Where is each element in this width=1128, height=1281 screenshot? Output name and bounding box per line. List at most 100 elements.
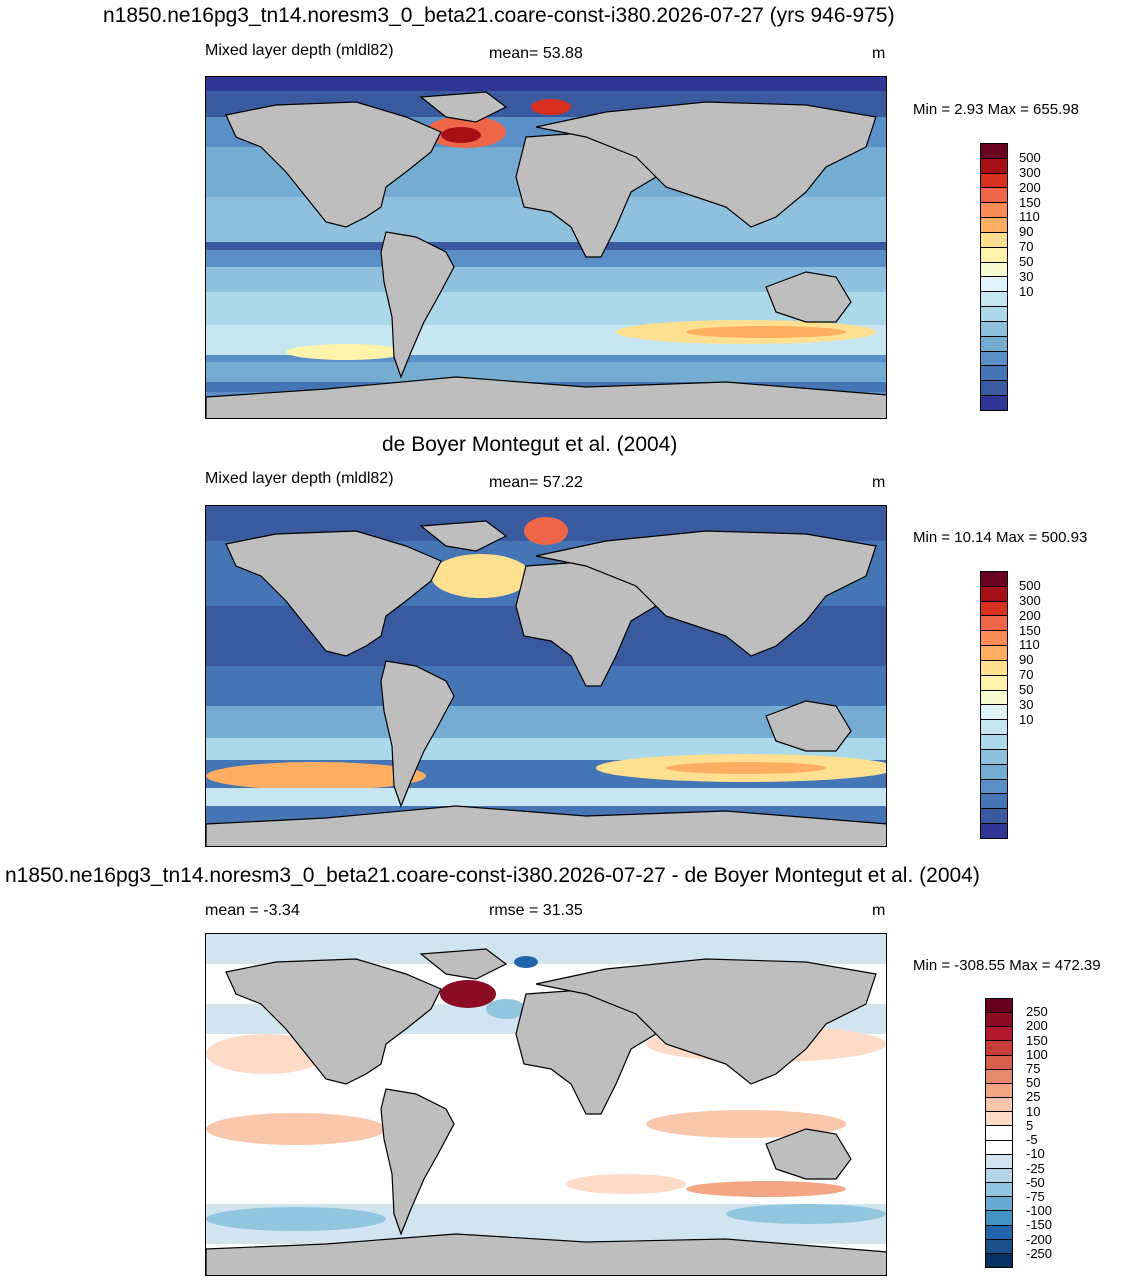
colorbar-swatch [986,1083,1012,1099]
panel3-mean-label: mean = -3.34 [205,902,300,919]
colorbar-swatch [981,262,1007,278]
colorbar-swatch [981,336,1007,352]
colorbar-tick-label: 25 [1026,1089,1041,1105]
panel2-mean-label: mean= 57.22 [489,474,583,491]
panel3-units-label: m [872,902,886,919]
colorbar-swatch [986,1112,1012,1127]
colorbar-swatch [981,218,1007,233]
colorbar-tick-label: 10 [1026,1103,1041,1119]
panel1-units-label: m [872,45,886,62]
colorbar-tick-label: 5 [1026,1117,1034,1133]
colorbar-swatch [981,292,1007,308]
colorbar-swatch [981,616,1007,632]
colorbar-tick-label: 100 [1026,1046,1048,1062]
panel3-rmse-label: rmse = 31.35 [489,902,583,919]
colorbar-tick-label: -5 [1026,1132,1038,1148]
colorbar-swatch [981,277,1007,293]
colorbar-swatch [986,1140,1012,1155]
panel1-minmax-label: Min = 2.93 Max = 655.98 [913,101,1079,118]
colorbar-tick-label: 50 [1019,254,1034,270]
colorbar-tick-label: 200 [1026,1018,1048,1034]
colorbar-swatch [981,351,1007,367]
colorbar-swatch [986,1168,1012,1184]
colorbar-swatch [981,749,1007,765]
colorbar-tick-label: 50 [1026,1075,1041,1091]
colorbar-swatch [986,1253,1012,1267]
colorbar-tick-label: -75 [1026,1188,1045,1204]
colorbar-swatch [981,824,1007,838]
panel2-units-label: m [872,474,886,491]
colorbar-swatch [981,720,1007,736]
colorbar-swatch [981,705,1007,721]
colorbar-swatch [986,1239,1012,1254]
colorbar-swatch [981,247,1007,263]
colorbar-swatch [981,144,1007,159]
colorbar-swatch [981,173,1007,189]
colorbar-tick-label: 500 [1019,149,1041,165]
colorbar-tick-label: 90 [1019,652,1034,668]
colorbar-swatch [981,396,1007,410]
panel1-map [205,76,887,419]
colorbar-tick-label: 30 [1019,269,1034,284]
colorbar-swatch [986,1211,1012,1226]
colorbar-swatch [986,1098,1012,1113]
colorbar-tick-label: -10 [1026,1146,1045,1162]
colorbar-swatch [981,188,1007,204]
colorbar-swatch [986,1126,1012,1141]
colorbar-tick-label: 110 [1019,637,1040,653]
colorbar-tick-label: -100 [1026,1203,1053,1219]
colorbar-swatch [986,1069,1012,1084]
colorbar-swatch [981,203,1007,219]
colorbar-tick-label: 150 [1026,1032,1048,1048]
panel1-title: n1850.ne16pg3_tn14.noresm3_0_beta21.coar… [103,4,895,27]
panel2-title: de Boyer Montegut et al. (2004) [382,433,678,456]
colorbar-swatch [986,1183,1012,1198]
colorbar-swatch [981,675,1007,691]
colorbar-tick-label: 10 [1019,283,1034,299]
colorbar-swatch [981,307,1007,322]
colorbar-tick-label: 50 [1019,682,1034,698]
colorbar-tick-label: 300 [1019,592,1041,608]
panel3-colorbar [985,998,1013,1268]
colorbar-tick-label: -150 [1026,1217,1053,1233]
colorbar-swatch [986,1154,1012,1169]
colorbar-tick-label: 150 [1019,194,1041,210]
colorbar-swatch [986,1225,1012,1240]
colorbar-tick-label: -25 [1026,1160,1045,1176]
panel1-mean-label: mean= 53.88 [489,45,583,62]
colorbar-swatch [981,572,1007,587]
colorbar-tick-label: 150 [1019,622,1041,638]
colorbar-swatch [981,779,1007,795]
colorbar-swatch [981,321,1007,337]
colorbar-swatch [981,690,1007,706]
colorbar-swatch [981,631,1007,647]
colorbar-swatch [981,809,1007,825]
colorbar-tick-label: 300 [1019,164,1041,180]
colorbar-swatch [986,1041,1012,1056]
colorbar-swatch [986,999,1012,1014]
colorbar-tick-label: -50 [1026,1174,1045,1190]
colorbar-tick-label: 30 [1019,697,1034,712]
colorbar-tick-label: -250 [1026,1245,1053,1261]
colorbar-tick-label: 10 [1019,711,1034,727]
colorbar-tick-label: 200 [1019,607,1041,623]
colorbar-tick-label: 90 [1019,224,1034,240]
colorbar-swatch [986,1027,1012,1042]
colorbar-swatch [981,735,1007,750]
colorbar-swatch [981,764,1007,780]
panel2-minmax-label: Min = 10.14 Max = 500.93 [913,529,1088,546]
colorbar-tick-label: 110 [1019,209,1040,225]
colorbar-tick-label: 75 [1026,1061,1041,1077]
colorbar-swatch [986,1197,1012,1212]
colorbar-swatch [981,660,1007,676]
panel2-variable-label: Mixed layer depth (mldl82) [205,470,394,487]
panel1-variable-label: Mixed layer depth (mldl82) [205,42,394,59]
panel2-map [205,505,887,847]
colorbar-swatch [981,366,1007,382]
colorbar-swatch [981,794,1007,810]
colorbar-swatch [981,601,1007,617]
panel3-title: n1850.ne16pg3_tn14.noresm3_0_beta21.coar… [5,864,980,887]
colorbar-swatch [986,1055,1012,1070]
panel2-colorbar [980,571,1008,839]
colorbar-tick-label: 200 [1019,179,1041,195]
